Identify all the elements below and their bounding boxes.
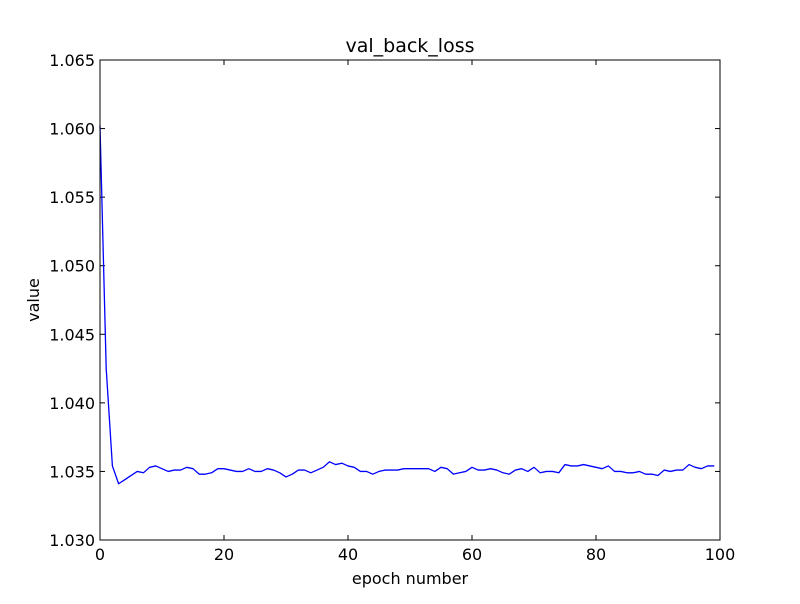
plot-area-frame [99, 59, 721, 541]
y-axis-label: value [24, 278, 43, 322]
x-tick-label: 0 [95, 545, 105, 564]
y-tick-label: 1.055 [49, 188, 95, 207]
axis-ticks: 0 20 40 60 80 100 1.030 1.035 1.040 1.045 1.050 1.0… [49, 51, 735, 564]
y-tick-label: 1.050 [49, 257, 95, 276]
x-tick-label: 100 [705, 545, 736, 564]
x-tick-label: 40 [338, 545, 358, 564]
x-tick-label: 80 [586, 545, 606, 564]
y-tick-label: 1.065 [49, 51, 95, 70]
x-tick-label: 60 [462, 545, 482, 564]
y-tick-label: 1.045 [49, 325, 95, 344]
y-tick-label: 1.030 [49, 531, 95, 550]
x-axis-label: epoch number [352, 569, 469, 588]
x-tick-label: 20 [214, 545, 234, 564]
chart-title: val_back_loss [345, 35, 474, 57]
y-tick-label: 1.060 [49, 120, 95, 139]
y-tick-label: 1.040 [49, 394, 95, 413]
y-tick-label: 1.035 [49, 462, 95, 481]
series-line-0 [99, 125, 715, 485]
series-layer [99, 125, 715, 485]
